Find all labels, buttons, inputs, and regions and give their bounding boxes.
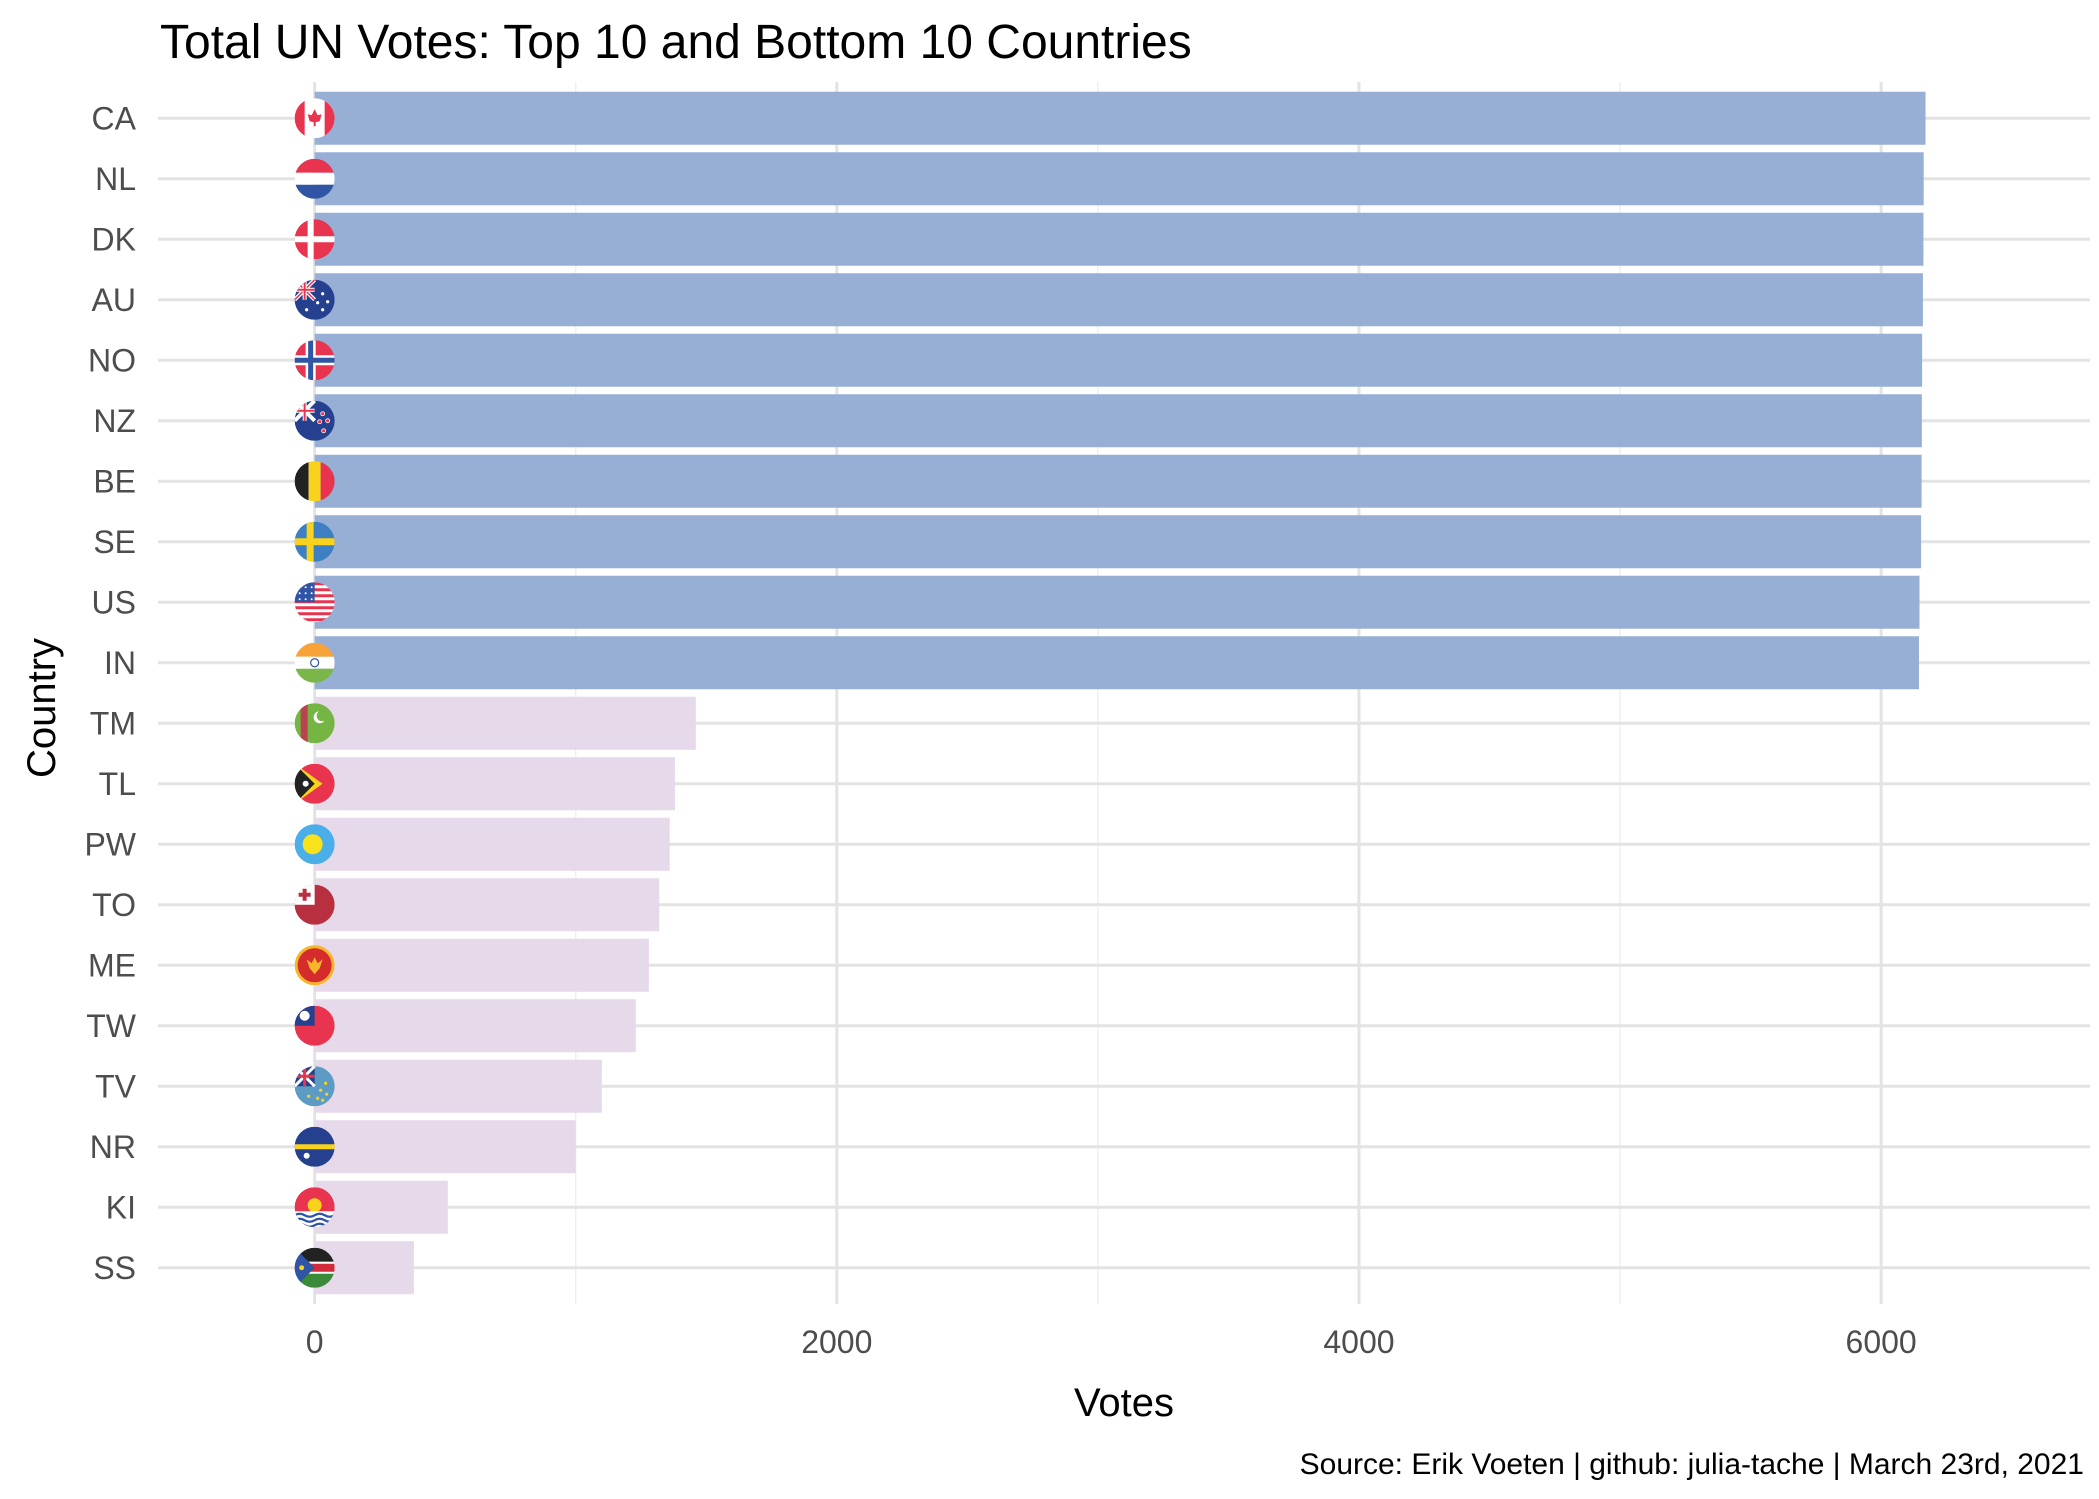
bar-tl: [314, 757, 675, 811]
bar-se: [314, 515, 1922, 569]
bar-ki: [314, 1180, 448, 1234]
tuvalu-flag-icon: [294, 1066, 335, 1107]
x-tick-label: 6000: [1846, 1324, 1917, 1360]
y-tick-label: TL: [99, 766, 136, 802]
x-tick-label: 4000: [1323, 1324, 1394, 1360]
x-axis-title: Votes: [1074, 1381, 1174, 1425]
south-sudan-flag-icon: [294, 1247, 335, 1288]
y-tick-label: KI: [106, 1189, 136, 1225]
turkmenistan-flag-icon: [294, 703, 335, 744]
y-tick-label: NZ: [93, 403, 136, 439]
bar-be: [314, 454, 1922, 508]
timor-leste-flag-icon: [294, 763, 335, 804]
australia-flag-icon: [294, 279, 335, 320]
y-tick-label: TO: [92, 887, 136, 923]
y-tick-label: TM: [90, 705, 136, 741]
bar-nl: [314, 152, 1924, 206]
denmark-flag-icon: [294, 219, 335, 260]
flags: [294, 98, 335, 1288]
x-tick-label: 2000: [801, 1324, 872, 1360]
y-tick-label: SE: [93, 524, 136, 560]
bar-no: [314, 333, 1923, 387]
canada-flag-icon: [294, 98, 335, 139]
norway-flag-icon: [294, 340, 335, 381]
bar-au: [314, 273, 1923, 327]
y-tick-label: AU: [92, 282, 136, 318]
y-tick-label: TV: [95, 1068, 137, 1104]
bar-tm: [314, 696, 696, 750]
bar-me: [314, 938, 649, 992]
chart-caption: Source: Erik Voeten | github: julia-tach…: [1300, 1448, 2084, 1481]
y-tick-label: DK: [92, 221, 136, 257]
chart-title: Total UN Votes: Top 10 and Bottom 10 Cou…: [160, 16, 1192, 69]
y-tick-label: IN: [104, 645, 136, 681]
x-axis-tick-labels: 0 2000 4000 6000: [306, 1324, 1917, 1360]
x-tick-label: 0: [306, 1324, 324, 1360]
india-flag-icon: [294, 642, 335, 683]
kiribati-flag-icon: [294, 1187, 335, 1228]
y-tick-label: NL: [95, 161, 136, 197]
bar-ca: [314, 91, 1926, 145]
bars: [314, 91, 1926, 1295]
nauru-flag-icon: [294, 1126, 335, 1167]
y-tick-label: NO: [88, 342, 136, 378]
y-tick-label: US: [92, 584, 136, 620]
usa-flag-icon: [294, 582, 335, 623]
bar-in: [314, 636, 1919, 690]
belgium-flag-icon: [294, 461, 335, 502]
y-tick-label: SS: [93, 1250, 136, 1286]
bar-tw: [314, 999, 636, 1053]
y-tick-label: BE: [93, 463, 136, 499]
y-tick-label: CA: [92, 100, 137, 136]
bar-nr: [314, 1120, 576, 1174]
palau-flag-icon: [294, 824, 335, 865]
y-tick-label: ME: [88, 947, 136, 983]
taiwan-flag-icon: [294, 1005, 335, 1046]
y-tick-label: PW: [84, 826, 136, 862]
bar-pw: [314, 817, 670, 871]
sweden-flag-icon: [294, 521, 335, 562]
new-zealand-flag-icon: [294, 400, 335, 441]
y-tick-label: TW: [86, 1008, 137, 1044]
bar-us: [314, 575, 1920, 629]
bar-to: [314, 878, 660, 932]
montenegro-flag-icon: [294, 945, 335, 986]
y-tick-label: NR: [90, 1129, 136, 1165]
bar-nz: [314, 394, 1922, 448]
y-axis-tick-labels: CA NL DK AU NO NZ BE SE US IN TM TL PW TO ME TW TV NR KI SS: [84, 100, 136, 1286]
netherlands-flag-icon: [294, 158, 335, 199]
y-axis-title: Country: [20, 638, 64, 778]
bar-dk: [314, 212, 1924, 266]
bar-tv: [314, 1059, 602, 1113]
tonga-flag-icon: [294, 884, 335, 925]
